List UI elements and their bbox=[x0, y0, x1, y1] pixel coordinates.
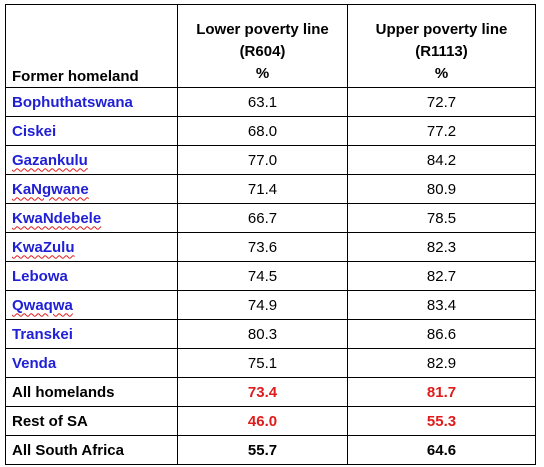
homeland-name-cell: KwaNdebele bbox=[5, 203, 178, 233]
header-lower-unit: % bbox=[255, 65, 270, 82]
table-row: KaNgwane 71.4 80.9 bbox=[5, 174, 536, 204]
upper-value: 82.7 bbox=[347, 261, 536, 291]
table-header-row: Former homeland Lower poverty line (R604… bbox=[5, 4, 536, 88]
lower-value: 66.7 bbox=[177, 203, 348, 233]
homeland-name: Transkei bbox=[5, 319, 178, 349]
summary-label: All South Africa bbox=[5, 435, 178, 465]
header-upper-threshold: (R1113) bbox=[415, 43, 468, 60]
homeland-name: KaNgwane bbox=[12, 180, 89, 198]
summary-label: All homelands bbox=[5, 377, 178, 407]
lower-value: 74.5 bbox=[177, 261, 348, 291]
homeland-name: Bophuthatswana bbox=[5, 87, 178, 117]
lower-value: 68.0 bbox=[177, 116, 348, 146]
table-row: Lebowa 74.5 82.7 bbox=[5, 261, 536, 291]
homeland-name: Gazankulu bbox=[12, 151, 88, 169]
header-lower-threshold: (R604) bbox=[239, 43, 286, 60]
upper-value: 84.2 bbox=[347, 145, 536, 175]
upper-value: 83.4 bbox=[347, 290, 536, 320]
homeland-name-cell: Qwaqwa bbox=[5, 290, 178, 320]
upper-value: 80.9 bbox=[347, 174, 536, 204]
homeland-name: Ciskei bbox=[5, 116, 178, 146]
lower-value: 73.6 bbox=[177, 232, 348, 262]
poverty-table: Former homeland Lower poverty line (R604… bbox=[5, 4, 536, 465]
summary-row-rest-of-sa: Rest of SA 46.0 55.3 bbox=[5, 406, 536, 436]
table-row: KwaZulu 73.6 82.3 bbox=[5, 232, 536, 262]
lower-value: 77.0 bbox=[177, 145, 348, 175]
homeland-name-cell: Gazankulu bbox=[5, 145, 178, 175]
table-row: Gazankulu 77.0 84.2 bbox=[5, 145, 536, 175]
upper-value: 82.3 bbox=[347, 232, 536, 262]
upper-value: 81.7 bbox=[347, 377, 536, 407]
lower-value: 55.7 bbox=[177, 435, 348, 465]
header-former-homeland: Former homeland bbox=[5, 4, 178, 88]
upper-value: 64.6 bbox=[347, 435, 536, 465]
lower-value: 80.3 bbox=[177, 319, 348, 349]
upper-value: 72.7 bbox=[347, 87, 536, 117]
homeland-name: KwaNdebele bbox=[12, 209, 102, 227]
upper-value: 55.3 bbox=[347, 406, 536, 436]
lower-value: 75.1 bbox=[177, 348, 348, 378]
upper-value: 82.9 bbox=[347, 348, 536, 378]
homeland-name: Qwaqwa bbox=[12, 296, 73, 314]
table-row: Bophuthatswana 63.1 72.7 bbox=[5, 87, 536, 117]
table-row: Venda 75.1 82.9 bbox=[5, 348, 536, 378]
homeland-name-cell: KwaZulu bbox=[5, 232, 178, 262]
upper-value: 86.6 bbox=[347, 319, 536, 349]
header-upper-unit: % bbox=[434, 65, 449, 82]
lower-value: 46.0 bbox=[177, 406, 348, 436]
homeland-name: Lebowa bbox=[5, 261, 178, 291]
lower-value: 74.9 bbox=[177, 290, 348, 320]
upper-value: 77.2 bbox=[347, 116, 536, 146]
homeland-name-cell: KaNgwane bbox=[5, 174, 178, 204]
homeland-name: Venda bbox=[5, 348, 178, 378]
summary-row-all-south-africa: All South Africa 55.7 64.6 bbox=[5, 435, 536, 465]
table-row: KwaNdebele 66.7 78.5 bbox=[5, 203, 536, 233]
header-upper-title: Upper poverty line bbox=[375, 21, 508, 38]
header-lower-title: Lower poverty line bbox=[196, 21, 329, 38]
upper-value: 78.5 bbox=[347, 203, 536, 233]
lower-value: 73.4 bbox=[177, 377, 348, 407]
lower-value: 63.1 bbox=[177, 87, 348, 117]
summary-row-all-homelands: All homelands 73.4 81.7 bbox=[5, 377, 536, 407]
header-upper-poverty-line: Upper poverty line (R1113) % bbox=[347, 4, 536, 88]
table-row: Transkei 80.3 86.6 bbox=[5, 319, 536, 349]
table-row: Qwaqwa 74.9 83.4 bbox=[5, 290, 536, 320]
homeland-name: KwaZulu bbox=[12, 238, 75, 256]
lower-value: 71.4 bbox=[177, 174, 348, 204]
table-row: Ciskei 68.0 77.2 bbox=[5, 116, 536, 146]
summary-label: Rest of SA bbox=[5, 406, 178, 436]
header-lower-poverty-line: Lower poverty line (R604) % bbox=[177, 4, 348, 88]
